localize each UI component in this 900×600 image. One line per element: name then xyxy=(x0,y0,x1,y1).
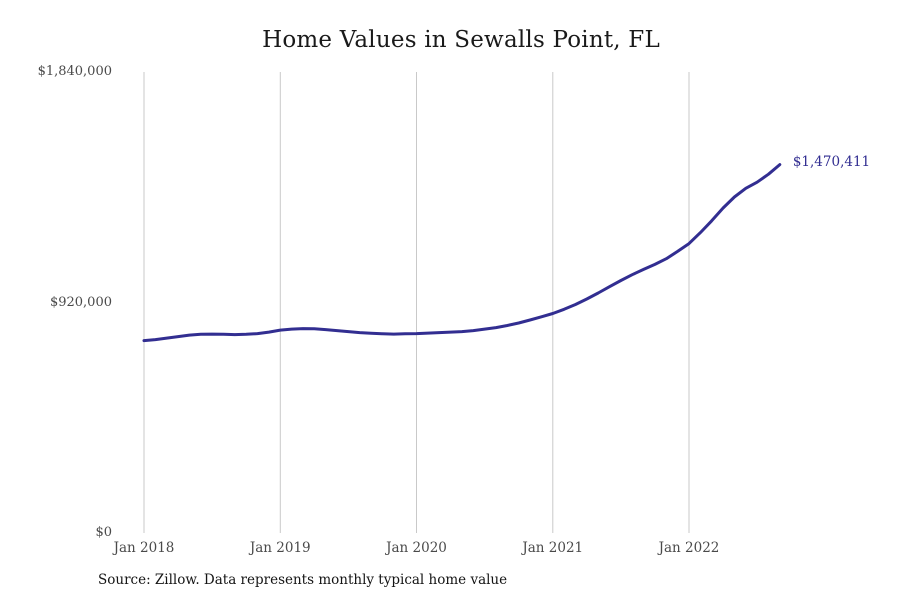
y-tick-label: $0 xyxy=(95,525,112,540)
gridlines xyxy=(143,72,690,533)
x-tick-label-jan-2022: Jan 2022 xyxy=(658,540,720,556)
x-tick-label-jan-2018: Jan 2018 xyxy=(113,540,175,556)
home-value-line xyxy=(142,163,782,343)
chart-title: Home Values in Sewalls Point, FL xyxy=(262,27,660,53)
x-tick-label-jan-2019: Jan 2019 xyxy=(249,540,311,556)
x-tick-label-jan-2020: Jan 2020 xyxy=(386,540,447,556)
x-tick-label-jan-2021: Jan 2021 xyxy=(522,540,584,556)
y-tick-label: $920,000 xyxy=(49,294,112,310)
y-tick-label: $1,840,000 xyxy=(37,64,112,79)
source-note: Source: Zillow. Data represents monthly … xyxy=(98,572,508,588)
latest-value-label: $1,470,411 xyxy=(792,153,871,170)
